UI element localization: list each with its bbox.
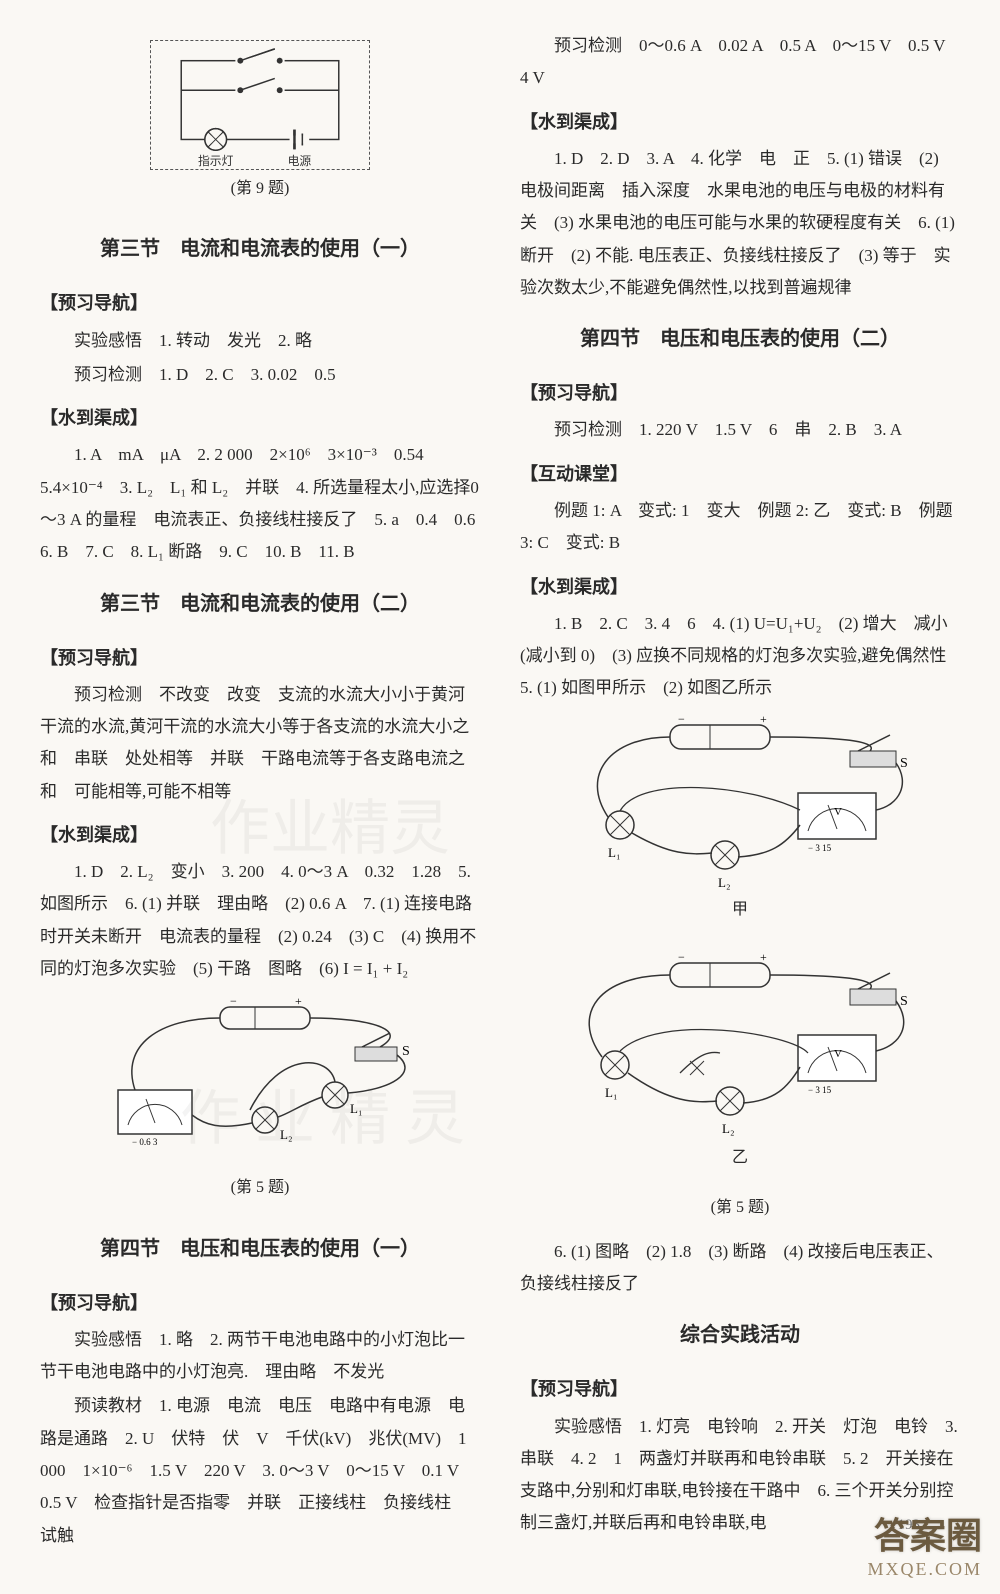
left-column: 指示灯 电源 (第 9 题) 第三节 电流和电流表的使用（一） 【预习导航】 实… bbox=[40, 30, 480, 1554]
figure-caption-q9: (第 9 题) bbox=[40, 174, 480, 204]
figure-q5-left: − + S − 0.6 3 L₂ L₁ bbox=[40, 995, 480, 1165]
svg-text:L₂: L₂ bbox=[280, 1127, 292, 1142]
footer-watermark: 答案圈 MXQE.COM bbox=[867, 1507, 982, 1580]
text-4b-hd: 例题 1: A 变式: 1 变大 例题 2: 乙 变式: B 例题 3: C 变… bbox=[520, 495, 960, 560]
svg-text:L₂: L₂ bbox=[718, 875, 730, 890]
svg-text:+: + bbox=[760, 715, 767, 726]
subhead-yuxi-zh: 【预习导航】 bbox=[520, 1372, 960, 1406]
figure-yi: − + S V − 3 15 L₁ L₂ bbox=[520, 953, 960, 1185]
svg-text:+: + bbox=[760, 953, 767, 964]
text-4b-q6: 6. (1) 图略 (2) 1.8 (3) 断路 (4) 改接后电压表正、负接线… bbox=[520, 1236, 960, 1301]
svg-text:L₁: L₁ bbox=[608, 845, 620, 860]
right-column: 预习检测 0～0.6 A 0.02 A 0.5 A 0～15 V 0.5 V 4… bbox=[520, 30, 960, 1554]
text-3b-yx: 预习检测 不改变 改变 支流的水流大小小于黄河干流的水流,黄河干流的水流大小等于… bbox=[40, 679, 480, 808]
figure-caption-q5-left: (第 5 题) bbox=[40, 1173, 480, 1203]
svg-text:−: − bbox=[678, 953, 685, 964]
svg-text:指示灯: 指示灯 bbox=[198, 154, 234, 168]
figure-label-yi: 乙 bbox=[520, 1143, 960, 1173]
figure-jia: − + S V − 3 15 L₁ L₂ bbox=[520, 715, 960, 937]
section-title-4b: 第四节 电压和电压表的使用（二） bbox=[520, 320, 960, 358]
svg-text:S: S bbox=[900, 994, 908, 1009]
svg-text:−: − bbox=[678, 715, 685, 726]
site-text: MXQE.COM bbox=[867, 1559, 982, 1580]
text-3a-sd: 1. A mA μA 2. 2 000 2×10⁶ 3×10⁻³ 0.54 5.… bbox=[40, 439, 480, 568]
text-4b-yx: 预习检测 1. 220 V 1.5 V 6 串 2. B 3. A bbox=[520, 414, 960, 446]
svg-text:S: S bbox=[402, 1044, 410, 1059]
text-4a-yx2: 预读教材 1. 电源 电流 电压 电路中有电源 电路是通路 2. U 伏特 伏 … bbox=[40, 1390, 480, 1551]
brand-text: 答案圈 bbox=[867, 1507, 982, 1559]
section-title-3a: 第三节 电流和电流表的使用（一） bbox=[40, 230, 480, 268]
subhead-yuxi-3b: 【预习导航】 bbox=[40, 641, 480, 675]
text-r-sd-top: 1. D 2. D 3. A 4. 化学 电 正 5. (1) 错误 (2) 电… bbox=[520, 143, 960, 304]
svg-text:+: + bbox=[295, 995, 302, 1008]
text-4a-yx1: 实验感悟 1. 略 2. 两节干电池电路中的小灯泡比一节干电池电路中的小灯泡亮.… bbox=[40, 1324, 480, 1389]
svg-text:L₁: L₁ bbox=[350, 1101, 362, 1116]
figure-label-jia: 甲 bbox=[520, 895, 960, 925]
subhead-shuidao-3b: 【水到渠成】 bbox=[40, 818, 480, 852]
subhead-hudong-4b: 【互动课堂】 bbox=[520, 457, 960, 491]
text-3a-yx2: 预习检测 1. D 2. C 3. 0.02 0.5 bbox=[40, 359, 480, 391]
subhead-shuidao-3a: 【水到渠成】 bbox=[40, 401, 480, 435]
text-4b-sd: 1. B 2. C 3. 4 6 4. (1) U=U₁+U₂ (2) 增大 减… bbox=[520, 608, 960, 705]
subhead-yuxi-3a: 【预习导航】 bbox=[40, 286, 480, 320]
text-3b-sd: 1. D 2. L₂ 变小 3. 200 4. 0～3 A 0.32 1.28 … bbox=[40, 856, 480, 985]
page: 作业精灵 作 业 精 灵 bbox=[0, 0, 1000, 1594]
circuit-diagram-q9: 指示灯 电源 bbox=[150, 40, 370, 170]
subhead-yuxi-4a: 【预习导航】 bbox=[40, 1286, 480, 1320]
svg-text:S: S bbox=[900, 756, 908, 771]
svg-text:V: V bbox=[834, 1048, 842, 1060]
subhead-shuidao-4b: 【水到渠成】 bbox=[520, 570, 960, 604]
svg-text:− 0.6 3: − 0.6 3 bbox=[132, 1137, 158, 1147]
section-title-zonghe: 综合实践活动 bbox=[520, 1316, 960, 1354]
svg-text:− 3 15: − 3 15 bbox=[808, 1085, 832, 1095]
text-3a-yx1: 实验感悟 1. 转动 发光 2. 略 bbox=[40, 325, 480, 357]
svg-text:L₁: L₁ bbox=[605, 1085, 617, 1100]
svg-text:L₂: L₂ bbox=[722, 1121, 734, 1136]
svg-text:− 3 15: − 3 15 bbox=[808, 843, 832, 853]
figure-caption-q5-right: (第 5 题) bbox=[520, 1193, 960, 1223]
svg-text:V: V bbox=[834, 806, 842, 818]
svg-text:电源: 电源 bbox=[288, 154, 312, 168]
svg-text:−: − bbox=[230, 995, 237, 1008]
section-title-4a: 第四节 电压和电压表的使用（一） bbox=[40, 1230, 480, 1268]
section-title-3b: 第三节 电流和电流表的使用（二） bbox=[40, 585, 480, 623]
subhead-shuidao-r1: 【水到渠成】 bbox=[520, 105, 960, 139]
subhead-yuxi-4b: 【预习导航】 bbox=[520, 376, 960, 410]
text-r-yx-top: 预习检测 0～0.6 A 0.02 A 0.5 A 0～15 V 0.5 V 4… bbox=[520, 30, 960, 95]
